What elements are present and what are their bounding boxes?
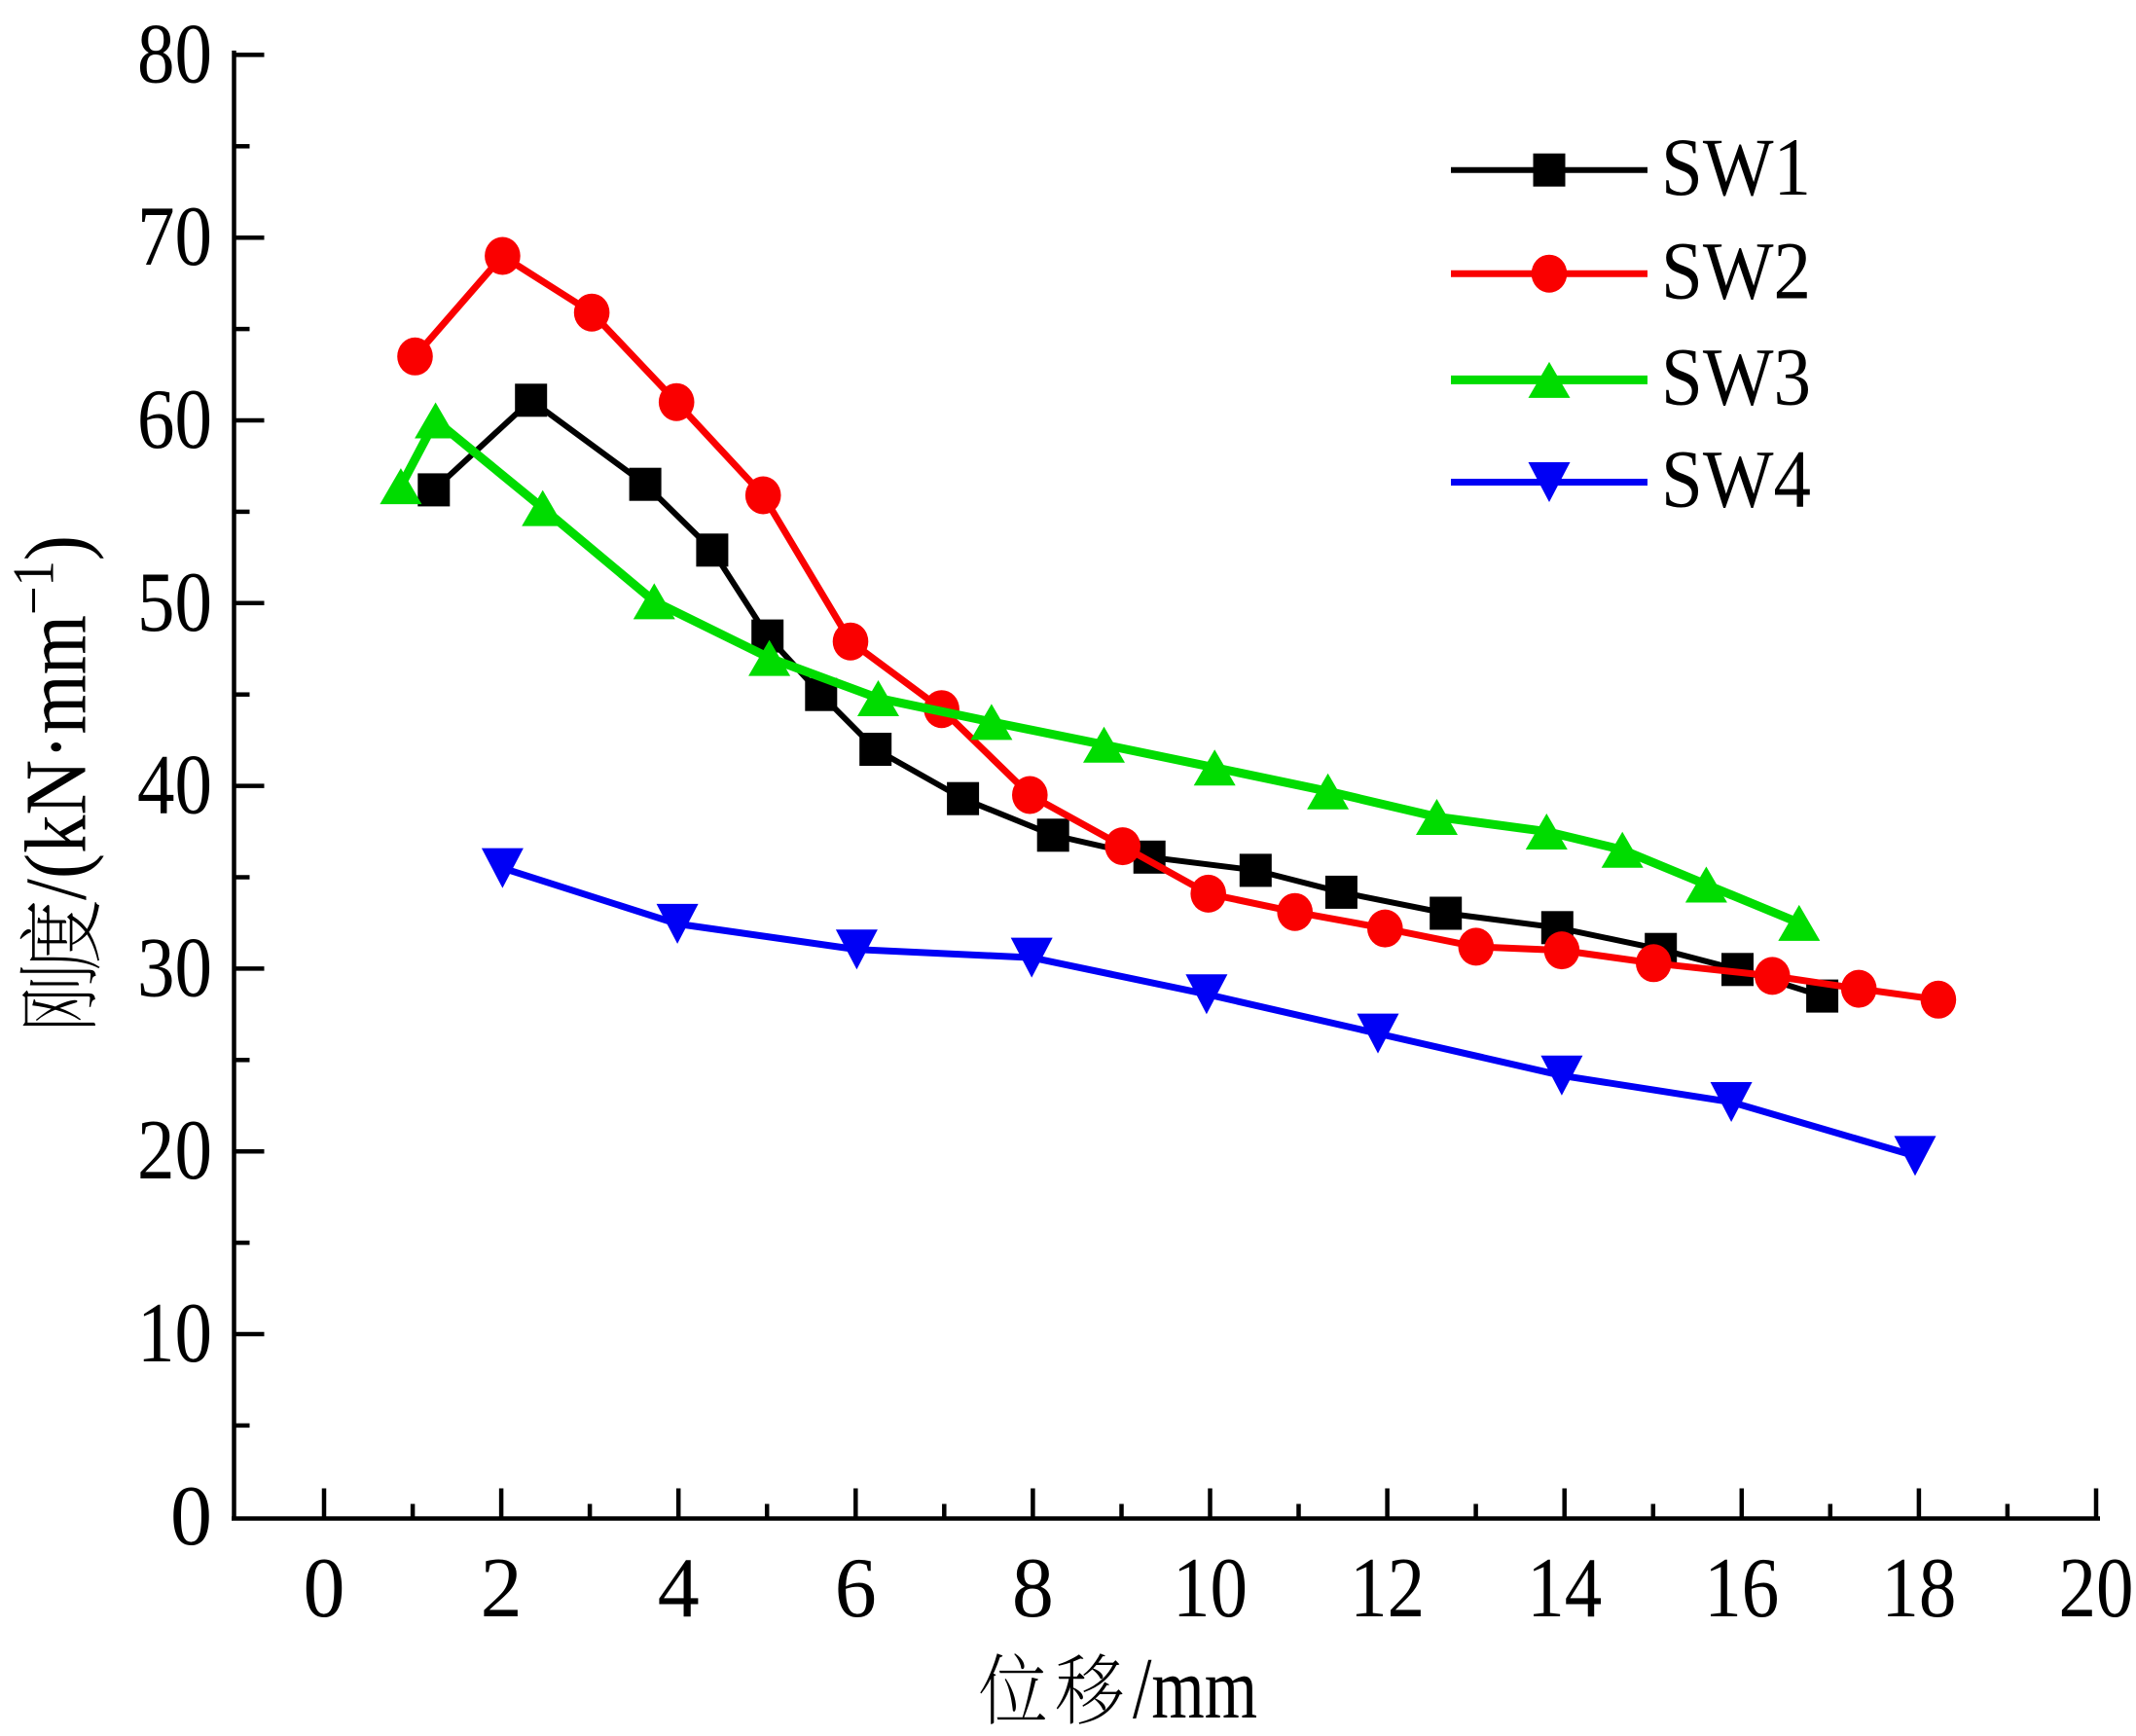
svg-text:SW4: SW4 <box>1661 434 1811 525</box>
svg-text:10: 10 <box>137 1286 212 1381</box>
svg-text:18: 18 <box>1881 1541 1956 1636</box>
svg-text:0: 0 <box>304 1541 345 1636</box>
svg-text:50: 50 <box>137 556 212 650</box>
svg-text:SW3: SW3 <box>1661 332 1811 423</box>
svg-text:6: 6 <box>835 1541 877 1636</box>
svg-text:/mm: /mm <box>1133 1641 1257 1736</box>
svg-text:4: 4 <box>658 1541 700 1636</box>
svg-text:60: 60 <box>137 373 212 467</box>
svg-text:40: 40 <box>137 739 212 833</box>
svg-text:SW2: SW2 <box>1661 225 1811 316</box>
svg-text:0: 0 <box>170 1469 212 1564</box>
svg-text:14: 14 <box>1527 1541 1602 1636</box>
svg-text:70: 70 <box>137 190 212 284</box>
svg-text:10: 10 <box>1173 1541 1248 1636</box>
svg-text:20: 20 <box>137 1103 212 1198</box>
svg-text:80: 80 <box>137 7 212 101</box>
svg-text:2: 2 <box>481 1541 523 1636</box>
svg-text:8: 8 <box>1012 1541 1054 1636</box>
svg-text:20: 20 <box>2059 1541 2134 1636</box>
svg-text:SW1: SW1 <box>1661 122 1811 213</box>
svg-text:16: 16 <box>1704 1541 1779 1636</box>
svg-text:12: 12 <box>1350 1541 1425 1636</box>
svg-text:30: 30 <box>137 921 212 1015</box>
